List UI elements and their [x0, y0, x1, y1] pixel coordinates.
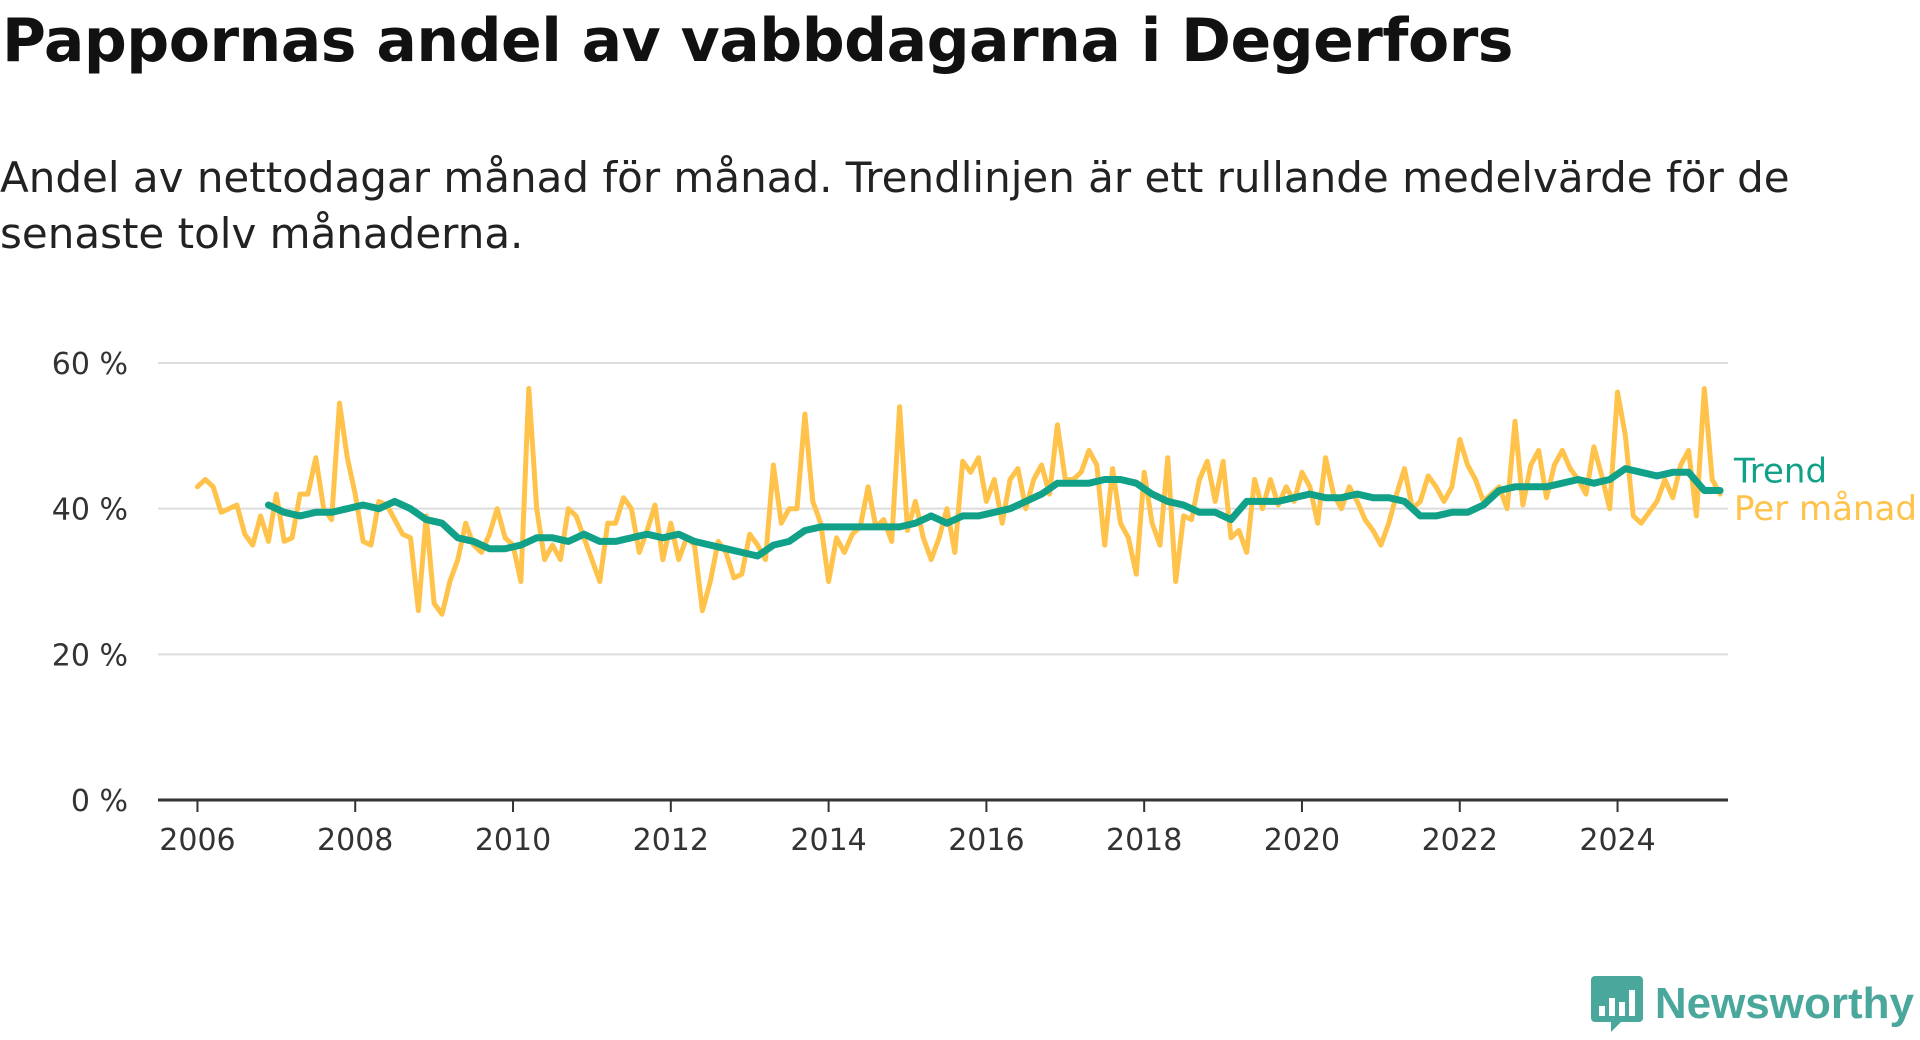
- series-lines: [194, 386, 1724, 617]
- x-tick-label: 2018: [1106, 823, 1182, 858]
- x-axis-ticks: 2006 2008 2010 2012 2014 2016 2018 2020 2022 2024: [159, 800, 1656, 858]
- series-line-per-manad: [194, 386, 1723, 617]
- x-tick-label: 2020: [1264, 823, 1340, 858]
- y-axis-ticks: 0 % 20 % 40 % 60 %: [52, 347, 128, 819]
- brand-logo: Newsworthy: [1590, 974, 1914, 1034]
- y-tick-label: 40 %: [52, 493, 128, 528]
- x-tick-label: 2022: [1422, 823, 1498, 858]
- x-tick-label: 2012: [633, 823, 709, 858]
- y-tick-label: 20 %: [52, 638, 128, 673]
- chart-subtitle: Andel av nettodagar månad för månad. Tre…: [0, 153, 1790, 258]
- x-tick-label: 2008: [317, 823, 393, 858]
- y-tick-label: 0 %: [71, 784, 128, 819]
- x-tick-label: 2014: [790, 823, 866, 858]
- series-label-per-manad: Per månad: [1734, 489, 1917, 529]
- x-tick-label: 2016: [948, 823, 1024, 858]
- x-tick-label: 2024: [1579, 823, 1655, 858]
- series-line-trend: [265, 465, 1724, 560]
- bar-chart-logo-icon: [1590, 976, 1643, 1032]
- line-chart: 0 % 20 % 40 % 60 % 2006 2008 2010 2012 2014 2016…: [52, 347, 1917, 858]
- y-tick-label: 60 %: [52, 347, 128, 382]
- grid-lines: [158, 362, 1728, 802]
- series-label-trend: Trend: [1733, 451, 1827, 491]
- chart-title: Pappornas andel av vabbdagarna i Degerfo…: [2, 6, 1514, 76]
- x-tick-label: 2010: [475, 823, 551, 858]
- x-tick-label: 2006: [159, 823, 235, 858]
- brand-name: Newsworthy: [1654, 979, 1914, 1028]
